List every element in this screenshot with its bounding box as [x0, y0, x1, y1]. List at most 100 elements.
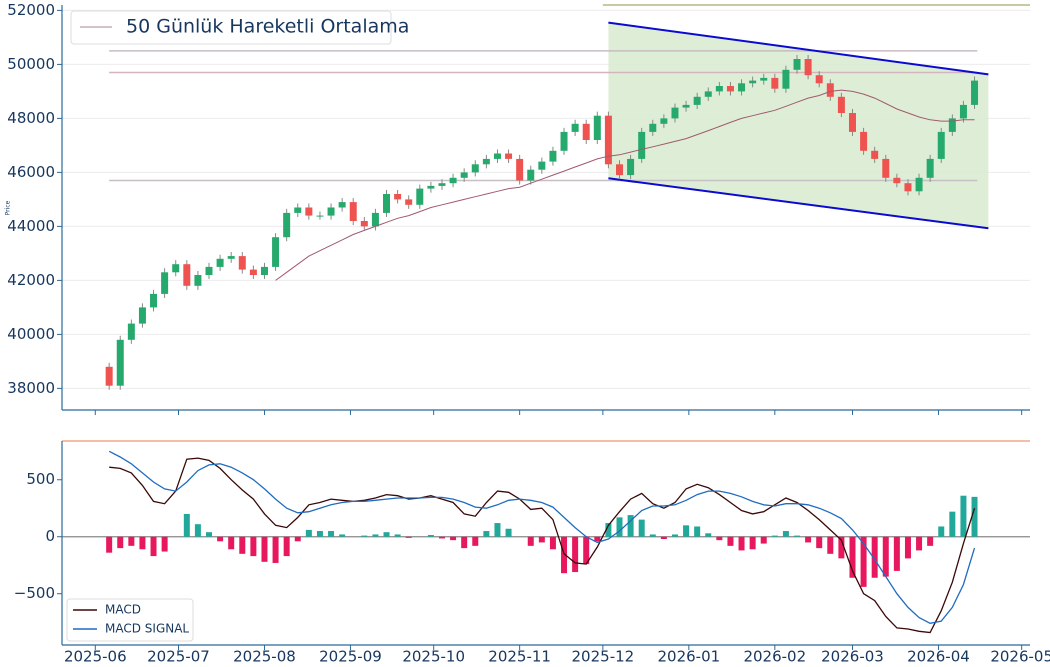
histogram-bar [561, 536, 568, 574]
y-tick-label: 42000 [7, 271, 55, 289]
candle-body [471, 164, 479, 173]
histogram-bar [727, 536, 734, 546]
candle-body [616, 164, 624, 176]
candle-body [882, 158, 890, 178]
candle-body [105, 366, 113, 386]
histogram-bar [438, 536, 445, 539]
histogram-bar [683, 525, 690, 537]
candle-body [682, 104, 690, 108]
histogram-bar [161, 536, 168, 552]
histogram-bar [549, 536, 556, 550]
candle-body [360, 221, 368, 227]
macd-line [108, 450, 976, 624]
candle-body [338, 202, 346, 208]
candle-body [405, 199, 413, 205]
candle-body [860, 131, 868, 151]
histogram-bar [649, 534, 656, 537]
histogram-bar [483, 531, 490, 537]
candle-body [560, 131, 568, 151]
x-tick-label: 2025-09 [319, 648, 382, 666]
histogram-bar [250, 536, 257, 557]
candle-body [316, 215, 324, 217]
legend-label: MACD SIGNAL [105, 622, 189, 636]
candle-body [793, 59, 801, 70]
histogram-bar [794, 535, 801, 537]
moving-average [275, 89, 975, 281]
candle-body [715, 86, 723, 92]
x-tick-label: 2026-05 [990, 648, 1050, 666]
histogram-bar [194, 524, 201, 537]
histogram-bar [383, 532, 390, 537]
y-tick-label: 46000 [7, 163, 55, 181]
histogram-bar [183, 513, 190, 537]
histogram-bar [960, 495, 967, 537]
histogram-bar [949, 511, 956, 537]
legend-box [66, 598, 194, 642]
histogram-bar [694, 526, 701, 537]
histogram-bar [316, 531, 323, 537]
histogram-bar [971, 496, 978, 537]
y-tick-label: 44000 [7, 217, 55, 235]
histogram-bar [705, 533, 712, 537]
y-tick-label: 48000 [7, 109, 55, 127]
candle-body [394, 194, 402, 200]
candle-body [826, 83, 834, 97]
candle-body [449, 177, 457, 184]
candle-body [238, 256, 246, 270]
candle-body [782, 69, 790, 89]
histogram-bar [849, 536, 856, 578]
histogram-bar [860, 536, 867, 587]
candle-body [971, 80, 979, 105]
histogram-bar [294, 536, 301, 542]
candle-body [272, 237, 280, 267]
x-tick-label: 2026-03 [821, 648, 884, 666]
histogram-bar [427, 535, 434, 537]
histogram-bar [738, 536, 745, 551]
candle-body [249, 269, 257, 275]
x-tick-label: 2025-11 [488, 648, 551, 666]
candle-body [671, 107, 679, 119]
candle-body [138, 307, 146, 324]
candle-body [638, 131, 646, 159]
candle-body [815, 75, 823, 84]
histogram-bar [916, 536, 923, 551]
histogram-bar [838, 536, 845, 559]
x-tick-label: 2025-06 [64, 648, 127, 666]
histogram-bar [261, 536, 268, 562]
histogram-bar [538, 536, 545, 543]
histogram-bar [505, 528, 512, 537]
histogram-bar [328, 531, 335, 537]
y-tick-label: 0 [45, 527, 55, 545]
candle-body [649, 123, 657, 132]
candle-body [593, 115, 601, 140]
candle-body [383, 194, 391, 213]
macd-line [109, 457, 976, 634]
x-tick-label: 2025-07 [147, 648, 210, 666]
histogram-bar [716, 536, 723, 541]
channel-fill [608, 22, 989, 229]
histogram-bar [760, 536, 767, 544]
candle-body [427, 185, 435, 189]
histogram-bar [771, 535, 778, 537]
candle-body [505, 153, 513, 159]
histogram-bar [461, 536, 468, 549]
candle-body [948, 118, 956, 132]
legend-label: 50 Günlük Hareketli Ortalama [126, 16, 409, 38]
candle-body [538, 161, 546, 170]
candle-body [150, 293, 158, 308]
histogram-bar [139, 536, 146, 550]
x-tick-label: 2025-12 [572, 648, 635, 666]
candle-body [604, 115, 612, 165]
candle-body [582, 123, 590, 140]
candle-body [216, 258, 224, 267]
histogram-bar [671, 534, 678, 537]
x-tick-label: 2026-04 [907, 648, 970, 666]
candle-body [738, 83, 746, 92]
histogram-bar [927, 536, 934, 546]
legend-label: MACD [105, 603, 141, 617]
candle-body [871, 150, 879, 159]
histogram-bar [605, 523, 612, 537]
candle-body [294, 207, 302, 213]
y-tick-label: 500 [26, 470, 55, 488]
